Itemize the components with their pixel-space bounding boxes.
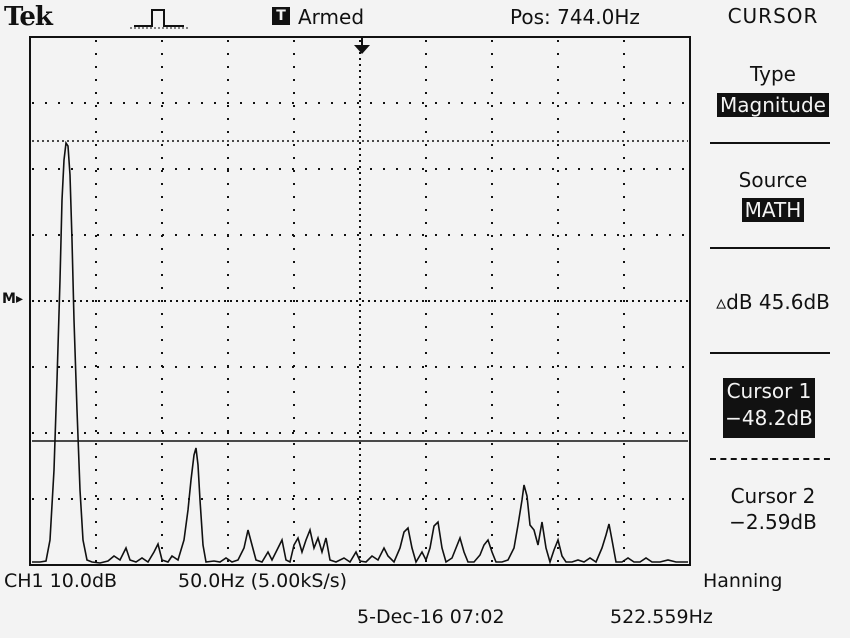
- channel-scale: CH1 10.0dB: [4, 570, 118, 592]
- trigger-frequency: 522.559Hz: [610, 606, 713, 628]
- cursor1-value: −48.2dB: [725, 406, 813, 430]
- type-value: Magnitude: [717, 93, 829, 117]
- menu-title: CURSOR: [727, 4, 819, 28]
- graticule-border: [29, 36, 691, 566]
- type-label: Type: [750, 62, 796, 86]
- menu-separator: [710, 352, 830, 354]
- trigger-position-arrow-icon: [354, 45, 370, 54]
- frequency-scale: 50.0Hz (5.00kS/s): [178, 570, 348, 592]
- type-option-button[interactable]: Magnitude: [703, 93, 843, 117]
- acquisition-status: Armed: [298, 5, 365, 29]
- cursor2-value: −2.59dB: [729, 510, 817, 534]
- pulse-trigger-icon: [130, 9, 188, 29]
- fft-trace: [32, 140, 688, 565]
- math-reference-marker: M▸: [2, 291, 23, 307]
- fft-window: Hanning: [703, 570, 783, 592]
- source-option-button[interactable]: MATH: [703, 198, 843, 222]
- ref-arrow-icon: ▸: [15, 291, 23, 307]
- source-value: MATH: [741, 198, 805, 222]
- trigger-position-stem: [361, 36, 363, 46]
- cursor1-button[interactable]: Cursor 1 −48.2dB: [723, 378, 815, 438]
- menu-separator-dashed: [710, 458, 830, 460]
- cursor2-label: Cursor 2: [730, 484, 816, 508]
- menu-separator: [710, 142, 830, 144]
- source-label: Source: [738, 168, 808, 192]
- trigger-state-icon: T: [272, 7, 290, 25]
- math-reference-letter: M: [2, 291, 16, 307]
- delta-readout: ▵dB 45.6dB: [716, 290, 830, 314]
- graticule-grid: [32, 40, 688, 563]
- menu-separator: [710, 247, 830, 249]
- cursor1-label: Cursor 1: [726, 379, 812, 403]
- brand-logo: Tek: [4, 2, 53, 32]
- horizontal-position: Pos: 744.0Hz: [510, 5, 640, 29]
- cursor2-button[interactable]: Cursor 2 −2.59dB: [703, 484, 843, 534]
- date-time: 5-Dec-16 07:02: [357, 606, 505, 628]
